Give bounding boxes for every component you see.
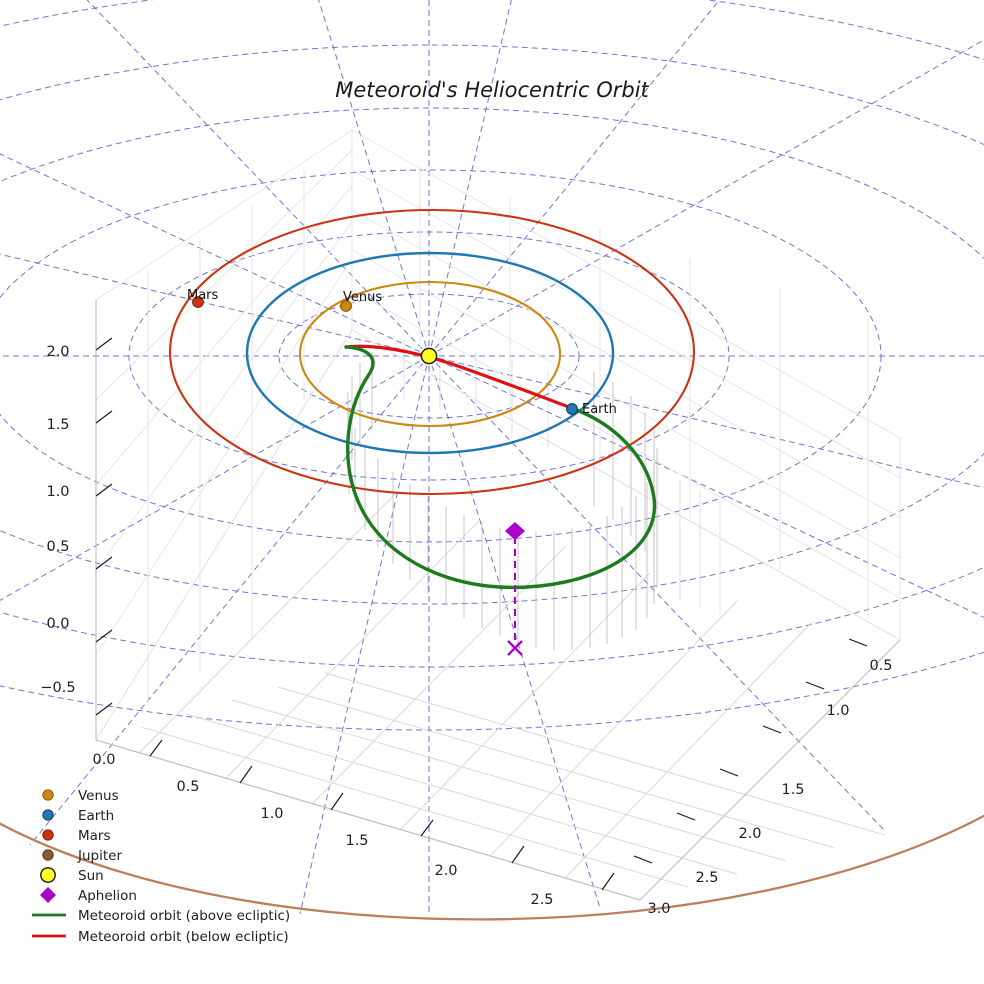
x-tick-labels: 0.0 0.5 1.0 1.5 2.0 2.5: [92, 752, 553, 908]
polar-spokes: [0, 0, 984, 916]
orbit-mars: [168, 208, 696, 496]
x-tick-label: 1.0: [260, 806, 283, 822]
right-wall-pane: [351, 129, 901, 641]
x-tick-label: 1.5: [345, 833, 368, 849]
y-tick-labels: 0.5 1.0 1.5 2.0 2.5 3.0: [647, 658, 892, 917]
body-markers: Mars Venus Earth: [187, 288, 617, 417]
floor-grid-y: [138, 492, 813, 879]
orbit-earth: [245, 251, 615, 455]
aphelion-group: [505, 522, 525, 656]
label-earth: Earth: [582, 402, 617, 417]
legend-label-venus[interactable]: Venus: [78, 788, 119, 804]
y-tick-label: 1.5: [781, 782, 804, 798]
y-tick-label: 1.0: [826, 703, 849, 719]
legend-label-jupiter[interactable]: Jupiter: [77, 848, 122, 864]
x-tick-label: 2.0: [434, 863, 457, 879]
aphelion-ground-x-marker: [507, 640, 523, 656]
left-wall-grid: [95, 149, 353, 656]
marker-earth[interactable]: [566, 403, 578, 415]
legend-marker-earth: [42, 809, 54, 821]
y-axis-spine: [639, 639, 901, 901]
legend-marker-venus: [42, 789, 54, 801]
orbit-drop-stems: [347, 340, 721, 650]
legend-label-orbit-below[interactable]: Meteoroid orbit (below ecliptic): [78, 929, 289, 945]
y-tick-label: 0.5: [869, 658, 892, 674]
legend-label-earth[interactable]: Earth: [78, 808, 114, 824]
meteoroid-orbit-below-ecliptic: [344, 344, 576, 411]
orbit-jupiter: [0, 814, 984, 921]
axes-box: [95, 129, 901, 901]
z-tick-label: 2.0: [46, 344, 69, 360]
tick-marks: [95, 337, 868, 891]
z-tick-label: 0.5: [46, 539, 69, 555]
marker-venus[interactable]: [340, 300, 352, 312]
polar-grid: [0, 0, 984, 916]
z-tick-label: 1.0: [46, 484, 69, 500]
aphelion-diamond-marker: [505, 522, 525, 540]
x-axis-spine: [95, 739, 641, 901]
marker-mars[interactable]: [192, 296, 204, 308]
x-tick-label: 2.5: [530, 892, 553, 908]
y-tick-label: 2.0: [738, 826, 761, 842]
y-tick-label: 3.0: [647, 901, 670, 917]
y-tick-label: 2.5: [695, 870, 718, 886]
legend-marker-jupiter: [42, 849, 54, 861]
x-tick-label: 0.0: [92, 752, 115, 768]
legend-marker-sun: [40, 867, 56, 883]
legend-label-orbit-above[interactable]: Meteoroid orbit (above ecliptic): [78, 908, 290, 924]
label-venus: Venus: [343, 290, 382, 305]
legend: Venus Earth Mars Jupiter Sun Aphelion Me…: [32, 788, 290, 945]
label-mars: Mars: [187, 288, 219, 303]
marker-sun[interactable]: [420, 347, 438, 365]
z-tick-labels: 2.0 1.5 1.0 0.5 0.0 −0.5: [40, 344, 75, 696]
z-tick-label: −0.5: [40, 680, 75, 696]
z-tick-label: 0.0: [46, 616, 69, 632]
z-tick-label: 1.5: [46, 417, 69, 433]
legend-marker-aphelion: [40, 887, 56, 903]
floor-grid-x: [140, 672, 886, 888]
legend-label-mars[interactable]: Mars: [78, 828, 111, 844]
legend-marker-mars: [42, 829, 54, 841]
orbit-venus: [298, 280, 562, 428]
page-title: Meteoroid's Heliocentric Orbit: [335, 78, 649, 102]
x-tick-label: 0.5: [176, 779, 199, 795]
legend-label-aphelion[interactable]: Aphelion: [78, 888, 137, 904]
legend-label-sun[interactable]: Sun: [78, 868, 104, 884]
left-wall-verticals: [147, 170, 305, 706]
meteoroid-orbit-above-ecliptic: [344, 345, 657, 590]
